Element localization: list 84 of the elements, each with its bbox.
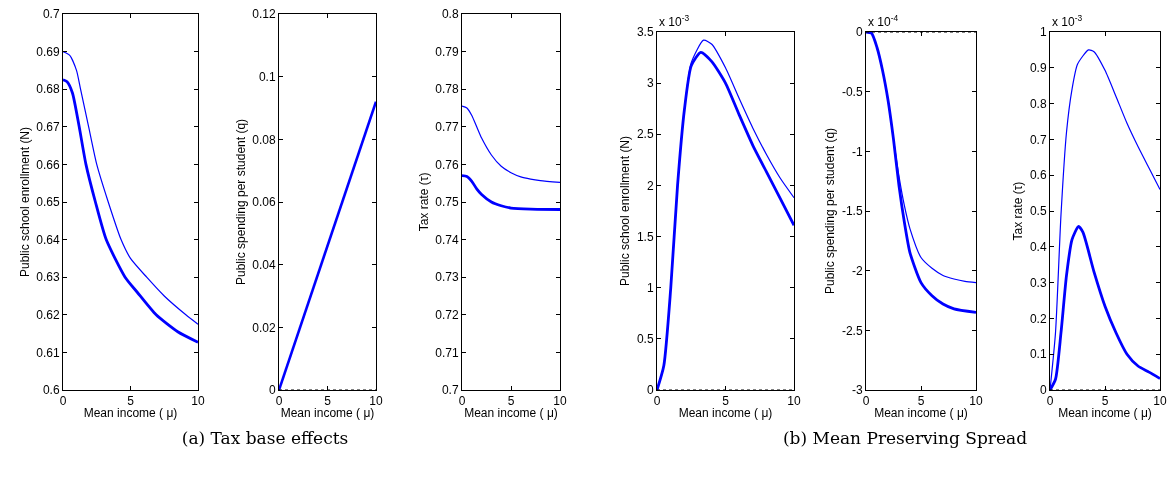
y-tick-label: 0.8 [1029, 96, 1047, 111]
y-tick-label: 0.67 [36, 120, 60, 134]
y-tick-label: 0.66 [36, 157, 60, 172]
y-tick-label: 0.2 [1029, 311, 1047, 326]
y-tick-label: 0.6 [42, 383, 60, 398]
y-tick-label: 0.1 [1029, 347, 1047, 362]
y-tick-label: -1.5 [841, 204, 863, 219]
y-axis-title: Tax rate (τ) [1011, 181, 1026, 241]
y-tick-label: 0.62 [36, 308, 60, 322]
y-tick-label: 0.08 [252, 132, 276, 147]
y-tick-label: 0.7 [1029, 132, 1047, 147]
y-tick-label: 1.5 [636, 229, 654, 244]
x-axis-title: Mean income ( μ) [464, 406, 558, 420]
y-tick-label: 0.5 [636, 332, 654, 347]
y-tick-label: 0.8 [441, 7, 459, 22]
x-axis-title: Mean income ( μ) [83, 406, 178, 420]
x-tick-label: 5 [917, 394, 925, 409]
y-tick-label: 0.5 [1029, 204, 1047, 219]
y-tick-label: -3 [851, 383, 863, 398]
y-tick-label: 0 [855, 25, 863, 40]
x-tick-label: 5 [127, 394, 135, 409]
y-tick-label: -0.5 [841, 84, 863, 99]
text: (b) Mean Preserving Spread [782, 428, 1028, 448]
x-tick-label: 5 [507, 394, 515, 409]
y-tick-label: 0.04 [252, 257, 276, 272]
x-axis-title: Mean income ( μ) [678, 406, 773, 420]
y-tick-label: 0.73 [435, 270, 459, 285]
y-axis-title: Public spending per student (q) [823, 127, 838, 295]
y-axis-title: Tax rate (τ) [416, 172, 431, 232]
y-tick-label: 2 [646, 178, 654, 193]
y-tick-label: 0.68 [36, 82, 60, 97]
y-tick-label: 0.72 [435, 308, 459, 322]
text: x 10$^{-3}$ [1052, 13, 1083, 30]
x-tick-label: 10 [969, 394, 983, 409]
y-tick-label: 0.74 [435, 232, 459, 247]
y-tick-label: 0.79 [435, 44, 459, 59]
y-tick-label: -1 [851, 144, 863, 159]
y-tick-label: 0.6 [1029, 168, 1047, 183]
y-tick-label: 0.7 [42, 7, 60, 22]
x-tick-label: 10 [553, 394, 567, 409]
y-tick-label: 0 [268, 383, 276, 398]
y-tick-label: 0.65 [36, 195, 60, 210]
y-tick-label: 0.76 [435, 157, 459, 172]
y-tick-label: 0.64 [36, 232, 60, 247]
x-axis-title: Mean income ( μ) [280, 406, 375, 420]
y-tick-label: 1 [646, 280, 654, 295]
y-tick-label: 0.7 [441, 383, 459, 398]
x-tick-label: 5 [324, 394, 332, 409]
y-tick-label: 0.02 [252, 320, 276, 335]
y-tick-label: 0.63 [36, 270, 60, 285]
text: x 10$^{-3}$ [659, 13, 690, 30]
y-tick-label: 0 [646, 383, 654, 398]
x-tick-label: 10 [369, 394, 383, 409]
y-axis-title: Public spending per student (q) [233, 118, 248, 286]
y-tick-label: 0.06 [252, 195, 276, 210]
x-tick-label: 10 [1153, 394, 1167, 409]
text: x 10$^{-4}$ [868, 13, 899, 30]
y-tick-label: -2.5 [841, 323, 863, 338]
x-tick-label: 5 [1101, 394, 1109, 409]
y-tick-label: 0.69 [36, 44, 60, 59]
y-tick-label: 0.3 [1029, 275, 1047, 290]
y-tick-label: 3 [646, 76, 654, 91]
y-tick-label: 0.61 [36, 345, 60, 360]
y-tick-label: 0.9 [1029, 61, 1047, 75]
text: (a) Tax base effects [181, 428, 349, 448]
y-tick-label: 0.71 [435, 345, 459, 360]
y-tick-label: 0.78 [435, 82, 459, 97]
x-axis-title: Mean income ( μ) [1058, 406, 1152, 420]
y-tick-label: 0 [1039, 383, 1047, 398]
y-axis-title: Public school enrollment (N) [17, 126, 32, 278]
x-tick-label: 5 [722, 394, 730, 409]
y-tick-label: 2.5 [636, 127, 654, 142]
y-axis-title: Public school enrollment (N) [618, 135, 633, 287]
y-tick-label: 0.12 [252, 7, 276, 22]
y-tick-label: 0.1 [258, 69, 276, 84]
y-tick-label: 0.4 [1029, 240, 1047, 254]
x-tick-label: 10 [191, 394, 205, 409]
x-axis-title: Mean income ( μ) [874, 406, 968, 420]
y-tick-label: 3.5 [636, 25, 654, 40]
y-tick-label: -2 [851, 263, 863, 278]
y-tick-label: 0.77 [435, 120, 459, 134]
y-tick-label: 1 [1039, 25, 1047, 40]
y-tick-label: 0.75 [435, 195, 459, 210]
x-tick-label: 10 [787, 394, 801, 409]
